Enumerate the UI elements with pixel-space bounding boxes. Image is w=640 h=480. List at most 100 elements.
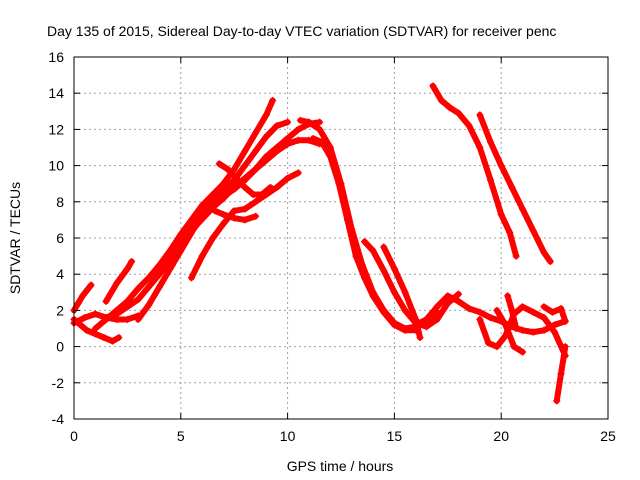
- series-segment: [391, 265, 409, 296]
- series-arc-16: [429, 82, 520, 260]
- series-segment: [380, 244, 398, 272]
- series-segment: [352, 253, 368, 281]
- series-segment: [284, 169, 302, 182]
- series-arc-22: [540, 303, 569, 325]
- data-point: [252, 212, 260, 220]
- series-arc-23: [553, 343, 569, 405]
- y-tick-label: -4: [52, 411, 65, 427]
- series-segment: [498, 162, 515, 191]
- y-tick-label: 16: [48, 49, 64, 65]
- series-segment: [553, 370, 565, 404]
- series-segment: [508, 184, 526, 213]
- series-segment: [258, 184, 274, 198]
- series-arc-14: [360, 238, 462, 331]
- series-segment: [511, 343, 526, 356]
- x-axis-title: GPS time / hours: [287, 458, 394, 474]
- data-point: [416, 334, 424, 342]
- grid: [74, 57, 608, 419]
- series-segment: [370, 247, 387, 274]
- series-segment: [109, 334, 122, 345]
- axis-ticks: 0 5 10 15 20 25 -4 -2 0 2 4 6 8 10 12 14 16: [48, 49, 616, 444]
- data-point: [128, 258, 136, 266]
- series-segment: [273, 119, 291, 129]
- x-tick-label: 25: [600, 428, 616, 444]
- data-point: [519, 348, 527, 356]
- series-segment: [327, 153, 342, 187]
- series-segment: [124, 258, 135, 272]
- series-segment: [344, 216, 359, 260]
- series-arc-6: [102, 258, 136, 305]
- series-arc-12: [296, 116, 441, 332]
- data-point: [454, 290, 462, 298]
- series-arc-10: [211, 207, 260, 224]
- series-segment: [466, 122, 483, 151]
- series-segment: [498, 211, 513, 236]
- series-arc-21: [504, 292, 520, 332]
- series-segment: [241, 130, 259, 155]
- series-segment: [391, 289, 409, 314]
- series-segment: [188, 253, 206, 281]
- series-segment: [241, 213, 259, 223]
- data-point: [512, 252, 520, 260]
- series-segment: [476, 316, 492, 346]
- y-tick-label: 12: [48, 121, 64, 137]
- data-point: [284, 118, 292, 126]
- series-segment: [103, 280, 120, 305]
- y-tick-label: 14: [48, 85, 64, 101]
- x-tick-label: 15: [387, 428, 403, 444]
- series-segment: [558, 343, 569, 377]
- series-segment: [167, 231, 184, 254]
- series-segment: [380, 267, 398, 296]
- data-point: [267, 183, 275, 191]
- series-arc-13: [309, 134, 420, 334]
- series-segment: [156, 265, 174, 290]
- y-tick-label: 0: [56, 339, 64, 355]
- series-arc-11: [215, 160, 275, 199]
- series-segment: [502, 321, 518, 350]
- series-segment: [508, 307, 520, 332]
- x-tick-label: 0: [70, 428, 78, 444]
- y-tick-label: 4: [56, 266, 64, 282]
- data-point: [115, 334, 123, 342]
- series-segment: [476, 111, 494, 146]
- series-arc-17: [476, 111, 554, 266]
- series-segment: [83, 282, 95, 294]
- y-tick-label: -2: [52, 375, 65, 391]
- y-tick-label: 6: [56, 230, 64, 246]
- series-segment: [124, 312, 142, 323]
- series-arc-8: [168, 136, 324, 269]
- series-segment: [530, 227, 547, 256]
- series-segment: [540, 249, 554, 265]
- series-segment: [519, 206, 537, 234]
- y-tick-label: 2: [56, 302, 64, 318]
- series-segment: [169, 244, 184, 269]
- series-segment: [361, 274, 377, 299]
- series-arc-20: [493, 306, 527, 356]
- series-segment: [252, 111, 270, 137]
- series-segment: [316, 126, 334, 151]
- x-tick-label: 10: [280, 428, 296, 444]
- series-segment: [434, 300, 451, 323]
- y-axis-title: SDTVAR / TECUs: [7, 182, 23, 294]
- data-point: [269, 96, 277, 104]
- plot-marks: [70, 82, 569, 405]
- data-point: [546, 258, 554, 266]
- series-segment: [402, 289, 419, 323]
- data-point: [87, 281, 95, 289]
- series-segment: [231, 148, 248, 173]
- series-segment: [506, 229, 520, 260]
- series-segment: [199, 235, 216, 260]
- series-arc-9: [187, 169, 302, 282]
- data-point: [294, 169, 302, 177]
- series-segment: [370, 292, 387, 316]
- data-point: [561, 317, 569, 325]
- x-tick-label: 20: [493, 428, 509, 444]
- data-point: [316, 118, 324, 126]
- chart-title: Day 135 of 2015, Sidereal Day-to-day VTE…: [47, 23, 556, 39]
- series-segment: [335, 180, 351, 223]
- series-segment: [487, 139, 505, 169]
- series-segment: [487, 177, 505, 218]
- series-segment: [558, 305, 569, 325]
- series-segment: [145, 283, 163, 308]
